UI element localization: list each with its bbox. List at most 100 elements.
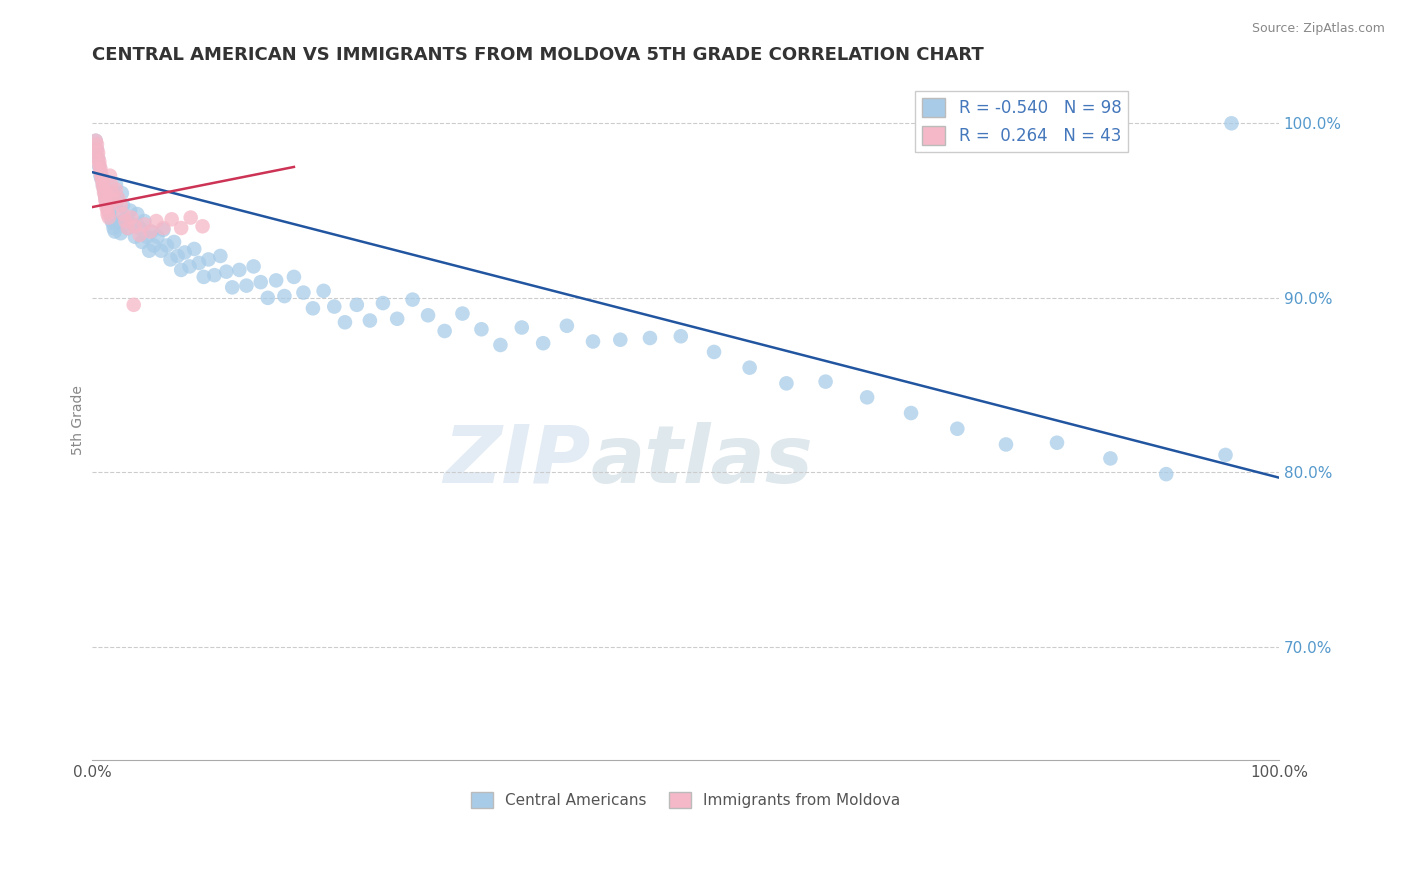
- Point: [110, 227, 132, 241]
- Point: [91, 176, 114, 190]
- Point: [249, 275, 271, 289]
- Point: [100, 178, 122, 192]
- Point: [89, 154, 111, 169]
- Point: [152, 223, 174, 237]
- Point: [193, 269, 215, 284]
- Point: [451, 307, 474, 321]
- Point: [215, 265, 238, 279]
- Point: [531, 336, 554, 351]
- Point: [89, 161, 111, 176]
- Point: [89, 165, 111, 179]
- Point: [152, 221, 174, 235]
- Point: [150, 244, 173, 258]
- Point: [775, 376, 797, 391]
- Point: [91, 179, 114, 194]
- Point: [180, 211, 202, 225]
- Point: [122, 298, 145, 312]
- Point: [170, 263, 193, 277]
- Point: [101, 216, 124, 230]
- Point: [188, 256, 211, 270]
- Point: [333, 315, 356, 329]
- Point: [114, 212, 136, 227]
- Point: [273, 289, 295, 303]
- Point: [107, 191, 129, 205]
- Text: CENTRAL AMERICAN VS IMMIGRANTS FROM MOLDOVA 5TH GRADE CORRELATION CHART: CENTRAL AMERICAN VS IMMIGRANTS FROM MOLD…: [93, 46, 984, 64]
- Point: [89, 169, 111, 183]
- Point: [159, 252, 181, 267]
- Point: [134, 218, 156, 232]
- Point: [170, 221, 193, 235]
- Text: Source: ZipAtlas.com: Source: ZipAtlas.com: [1251, 22, 1385, 36]
- Point: [86, 143, 108, 157]
- Point: [134, 214, 156, 228]
- Point: [401, 293, 423, 307]
- Point: [302, 301, 325, 316]
- Point: [117, 221, 139, 235]
- Point: [131, 235, 153, 249]
- Point: [638, 331, 661, 345]
- Point: [103, 221, 125, 235]
- Point: [197, 252, 219, 267]
- Point: [359, 313, 381, 327]
- Point: [738, 360, 761, 375]
- Point: [814, 375, 837, 389]
- Point: [1154, 467, 1177, 482]
- Point: [856, 390, 879, 404]
- Point: [98, 169, 121, 183]
- Point: [114, 214, 136, 228]
- Point: [90, 172, 112, 186]
- Y-axis label: 5th Grade: 5th Grade: [72, 385, 86, 455]
- Point: [112, 207, 135, 221]
- Point: [87, 151, 110, 165]
- Point: [385, 311, 408, 326]
- Point: [323, 300, 346, 314]
- Point: [1046, 435, 1069, 450]
- Point: [470, 322, 492, 336]
- Point: [256, 291, 278, 305]
- Point: [94, 189, 117, 203]
- Point: [101, 186, 124, 200]
- Text: ZIP: ZIP: [443, 422, 591, 500]
- Point: [89, 160, 111, 174]
- Point: [994, 437, 1017, 451]
- Point: [96, 200, 118, 214]
- Point: [166, 249, 188, 263]
- Point: [90, 172, 112, 186]
- Point: [111, 186, 134, 200]
- Point: [703, 345, 725, 359]
- Point: [117, 221, 139, 235]
- Point: [121, 218, 143, 232]
- Point: [97, 211, 120, 225]
- Point: [112, 198, 135, 212]
- Point: [292, 285, 315, 300]
- Text: atlas: atlas: [591, 422, 813, 500]
- Point: [108, 216, 131, 230]
- Point: [104, 183, 127, 197]
- Point: [124, 229, 146, 244]
- Point: [87, 151, 110, 165]
- Point: [510, 320, 533, 334]
- Point: [107, 203, 129, 218]
- Point: [1220, 116, 1243, 130]
- Point: [104, 225, 127, 239]
- Point: [100, 212, 122, 227]
- Point: [669, 329, 692, 343]
- Point: [84, 134, 107, 148]
- Point: [156, 238, 179, 252]
- Point: [104, 178, 127, 192]
- Point: [94, 193, 117, 207]
- Point: [946, 422, 969, 436]
- Point: [433, 324, 456, 338]
- Point: [145, 214, 167, 228]
- Point: [98, 207, 121, 221]
- Point: [120, 211, 142, 225]
- Point: [93, 186, 115, 200]
- Point: [142, 238, 165, 252]
- Point: [163, 235, 186, 249]
- Point: [139, 225, 162, 239]
- Point: [582, 334, 605, 349]
- Point: [221, 280, 243, 294]
- Point: [183, 242, 205, 256]
- Point: [86, 137, 108, 152]
- Point: [97, 203, 120, 218]
